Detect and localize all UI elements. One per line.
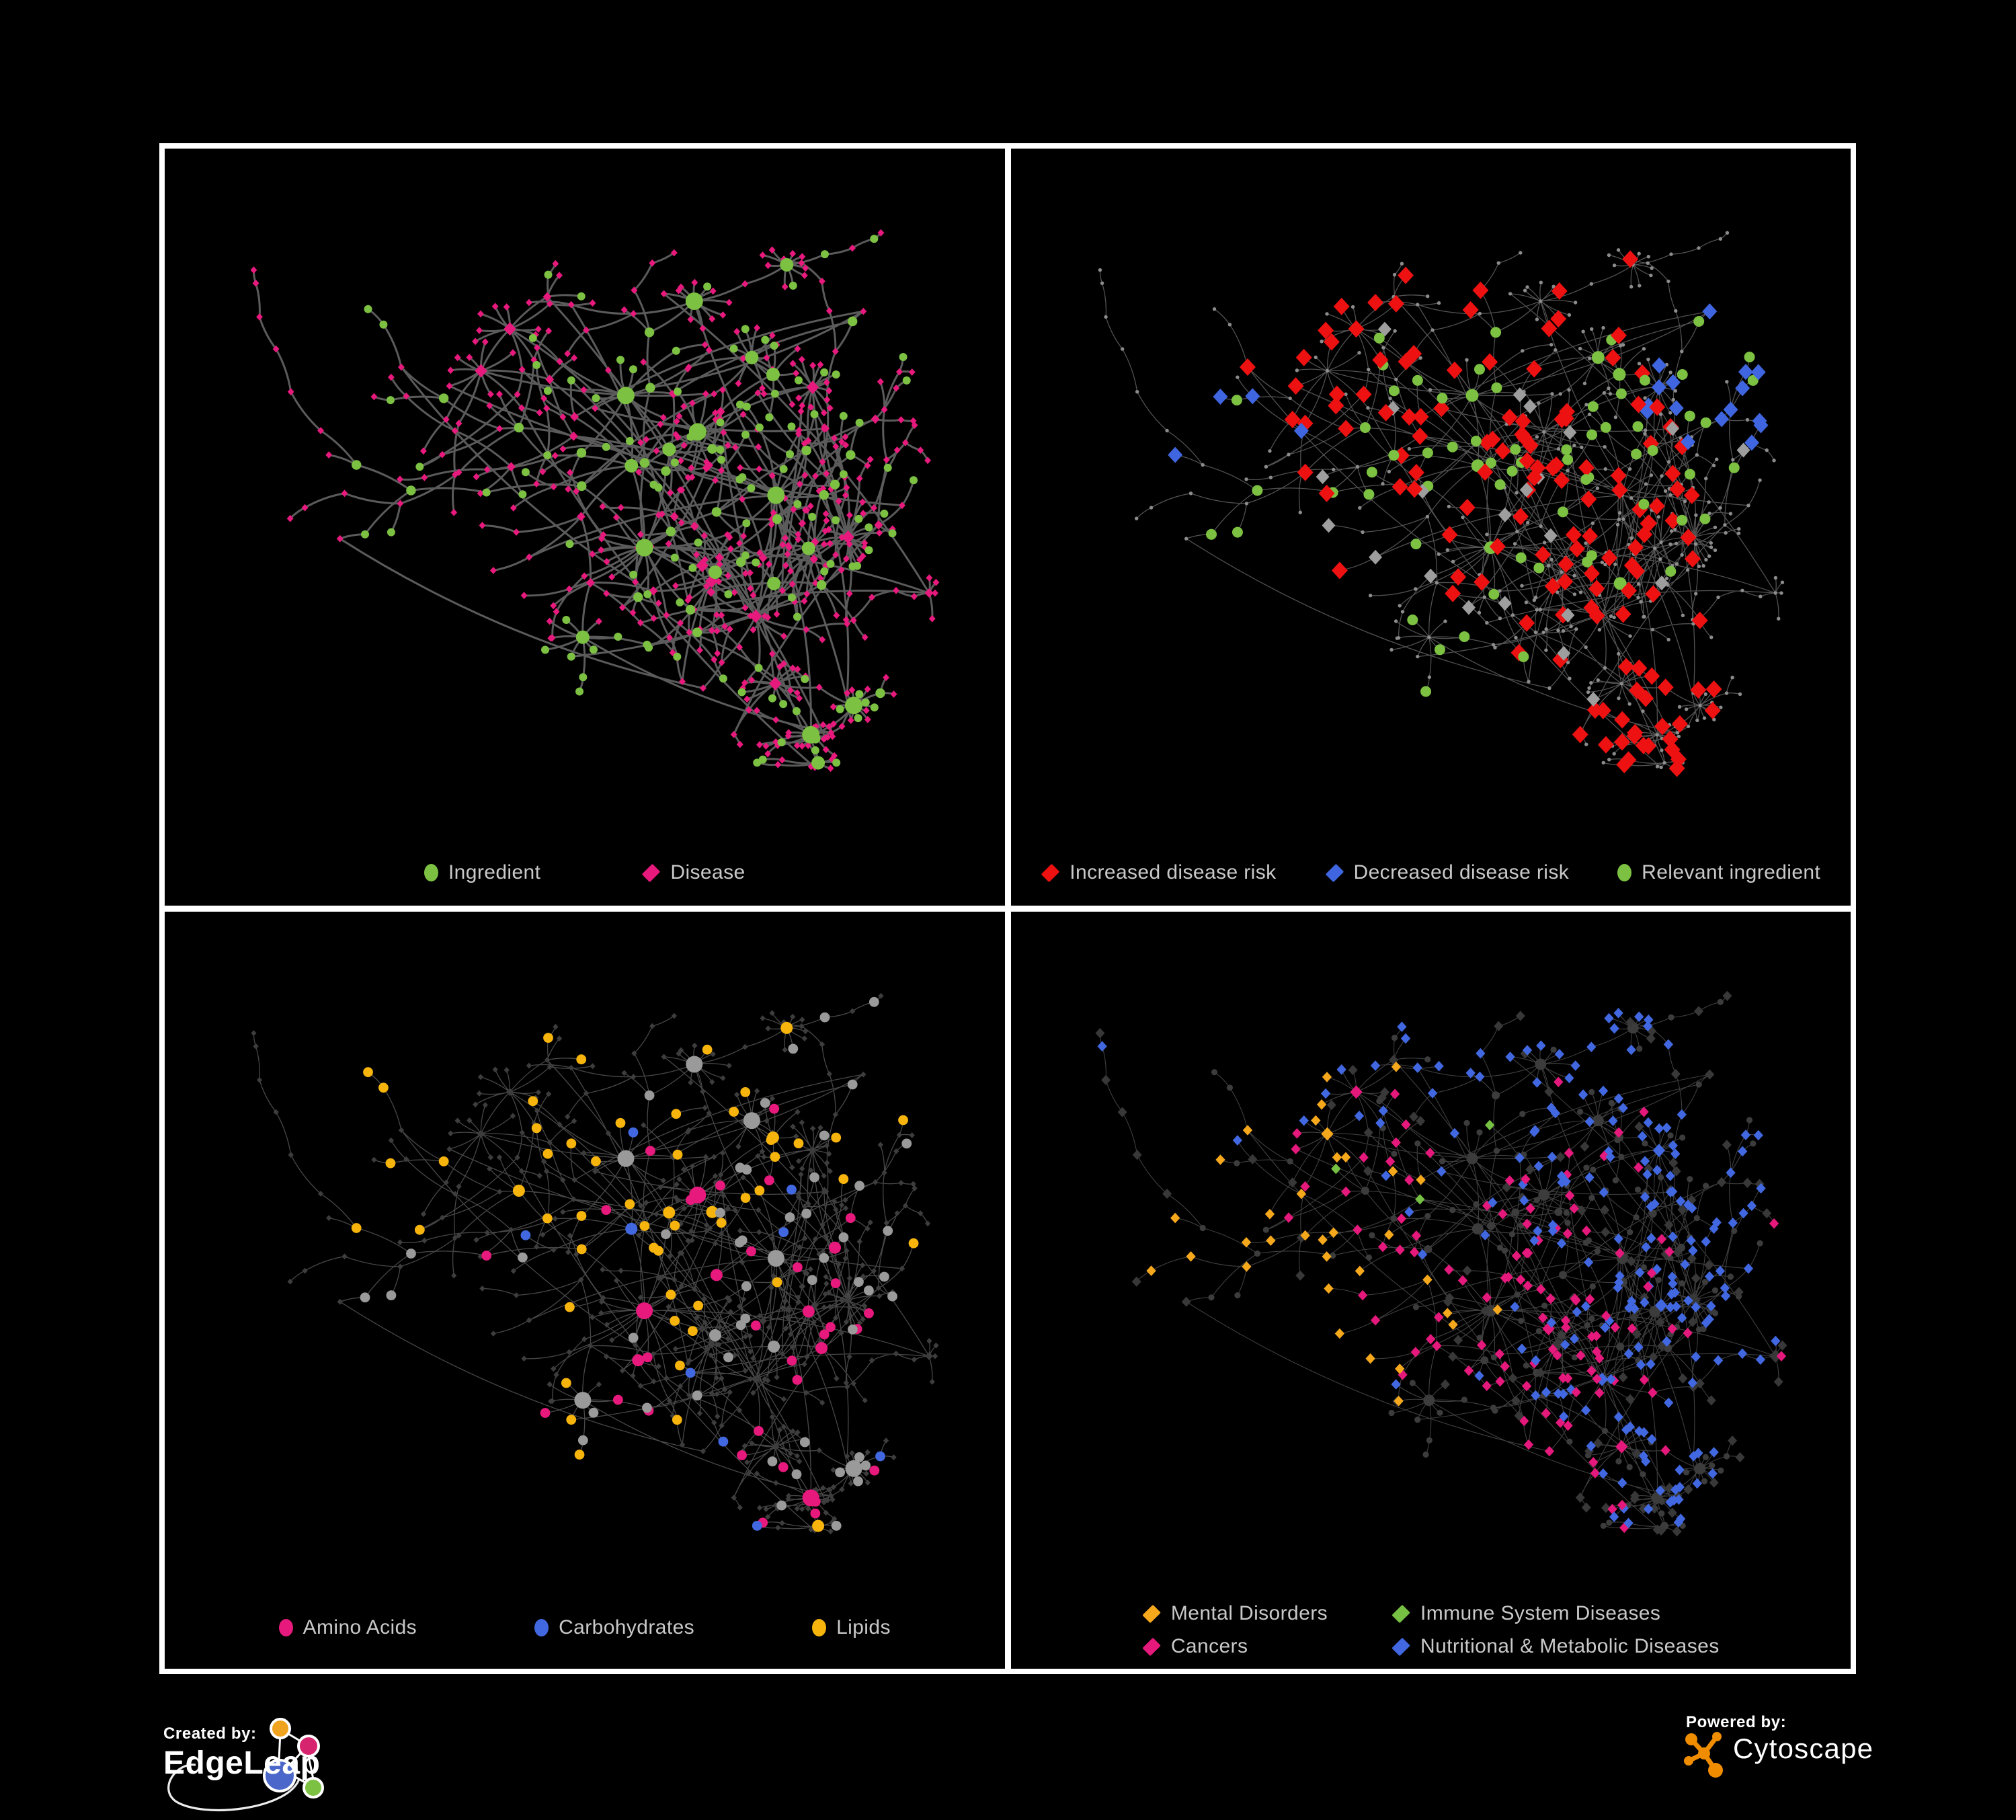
network-highlight-nodes [352, 235, 918, 770]
legend-item: Disease [641, 861, 745, 884]
legend-label: Decreased disease risk [1353, 861, 1570, 883]
created-by-label: Created by: [163, 1725, 257, 1743]
legend-label: Ingredient [448, 861, 541, 883]
legend-label: Increased disease risk [1070, 861, 1277, 883]
cytoscape-logo-icon [1684, 1732, 1723, 1778]
network-graph-ingredient-disease [250, 229, 940, 773]
network-nodes [250, 229, 940, 773]
legend-item: Amino Acids [278, 1616, 417, 1639]
panel-disease-risk: Increased disease risk Decreased disease… [1010, 149, 1851, 906]
edgeleap-logo-icon [167, 1718, 324, 1812]
legend-item: Immune System Diseases [1392, 1602, 1720, 1625]
legend-nutrient-categories: Amino Acids Carbohydrates Lipids [165, 1616, 1005, 1639]
legend-item: Increased disease risk [1041, 861, 1276, 884]
network-graph-disease-risk [1098, 231, 1784, 777]
legend-ingredient-disease: Ingredient Disease [165, 861, 1005, 884]
relevant-ingredient-circle-icon [1617, 864, 1632, 881]
legend-item: Relevant ingredient [1617, 861, 1820, 884]
panel-nutrient-categories: Amino Acids Carbohydrates Lipids [165, 912, 1005, 1669]
legend-disease-categories: Mental Disorders Immune System Diseases … [1142, 1602, 1720, 1658]
network-edges [1099, 995, 1783, 1532]
increased-risk-diamond-icon [1041, 863, 1060, 882]
legend-label: Carbohydrates [559, 1616, 695, 1638]
legend-item: Mental Disorders [1142, 1602, 1328, 1625]
panel-ingredient-disease: Ingredient Disease [165, 149, 1005, 906]
ingredient-circle-icon [424, 864, 438, 881]
legend-item: Nutritional & Metabolic Diseases [1392, 1635, 1720, 1658]
legend-label: Immune System Diseases [1420, 1602, 1661, 1624]
network-graph-nutrient-categories [251, 992, 939, 1535]
cytoscape-wordmark: Cytoscape [1733, 1733, 1874, 1764]
network-highlight-nodes [1167, 250, 1769, 777]
legend-item: Decreased disease risk [1325, 861, 1570, 884]
legend-label: Cancers [1170, 1635, 1248, 1657]
carbohydrates-circle-icon [534, 1619, 549, 1636]
mental-disorders-diamond-icon [1142, 1604, 1162, 1623]
network-edges [1099, 232, 1783, 769]
legend-item: Lipids [812, 1616, 891, 1639]
legend-item: Ingredient [424, 861, 540, 884]
panel-disease-categories: Mental Disorders Immune System Diseases … [1010, 912, 1851, 1669]
cancers-diamond-icon [1142, 1637, 1162, 1656]
panel-grid: Ingredient Disease Increased disease ris… [159, 143, 1856, 1674]
legend-item: Cancers [1142, 1635, 1328, 1658]
disease-diamond-icon [642, 863, 661, 882]
edgeleap-wordmark: EdgeLeap [163, 1745, 321, 1781]
legend-disease-risk: Increased disease risk Decreased disease… [1011, 861, 1851, 884]
legend-item: Carbohydrates [534, 1616, 694, 1639]
immune-diseases-diamond-icon [1392, 1604, 1411, 1623]
network-edges [252, 232, 937, 770]
edgeleap-attribution: Created by: EdgeLeap [157, 1710, 506, 1817]
legend-label: Nutritional & Metabolic Diseases [1420, 1635, 1720, 1657]
legend-label: Lipids [836, 1616, 891, 1638]
cytoscape-attribution: Powered by: Cytoscape [1679, 1710, 1962, 1804]
legend-label: Mental Disorders [1170, 1602, 1328, 1624]
network-edges [253, 995, 936, 1532]
legend-label: Relevant ingredient [1642, 861, 1821, 883]
network-graph-disease-categories [1094, 990, 1787, 1537]
amino-acids-circle-icon [278, 1619, 293, 1636]
network-highlight-nodes [351, 996, 919, 1532]
legend-label: Disease [670, 861, 745, 883]
legend-label: Amino Acids [303, 1616, 417, 1638]
powered-by-label: Powered by: [1686, 1713, 1787, 1731]
decreased-risk-diamond-icon [1325, 863, 1344, 882]
lipids-circle-icon [812, 1619, 827, 1636]
nutritional-metabolic-diamond-icon [1392, 1637, 1411, 1656]
